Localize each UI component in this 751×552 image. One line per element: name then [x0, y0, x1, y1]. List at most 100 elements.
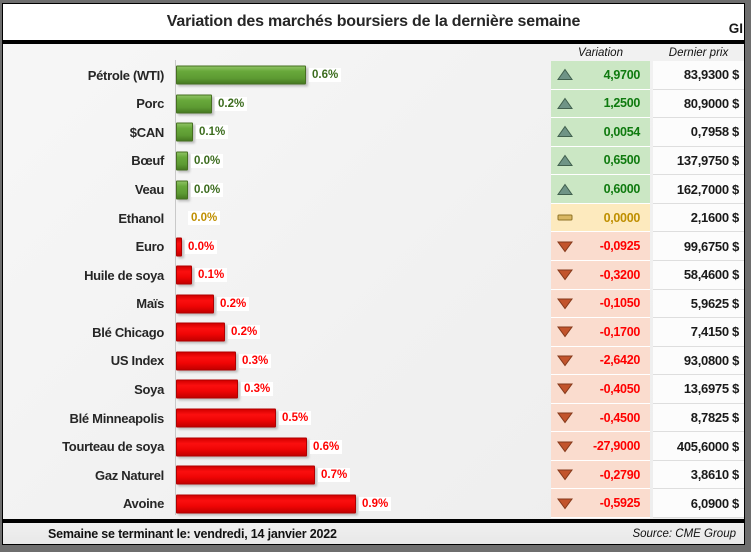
market-row: $CAN 0.1% 0,0054 0,7958 $ — [3, 118, 744, 147]
market-row: Soya 0.3% -0,4050 13,6975 $ — [3, 375, 744, 404]
market-row: Pétrole (WTI) 0.6% 4,9700 83,9300 $ — [3, 61, 744, 90]
week-ending-label: Semaine se terminant le: vendredi, 14 ja… — [48, 526, 337, 541]
bar-zone: 0.2% — [169, 90, 551, 119]
price-value: 162,7000 $ — [653, 175, 744, 204]
percent-label: 0.6% — [309, 68, 342, 83]
price-value: 93,0800 $ — [653, 346, 744, 376]
chart-axis-line — [175, 60, 176, 515]
category-label: Tourteau de soya — [62, 439, 164, 455]
variation-value: 4,9700 — [603, 67, 641, 82]
bar-zone: 0.0% — [169, 232, 551, 261]
bar-zone: 0.6% — [169, 61, 551, 90]
price-value: 6,0900 $ — [653, 489, 744, 518]
percent-label: 0.5% — [279, 411, 312, 426]
variation-cell: -0,3200 — [551, 260, 650, 290]
bar-zone: 0.7% — [169, 461, 551, 490]
category-label: Veau — [134, 182, 164, 198]
down-triangle-icon — [557, 411, 573, 424]
category-label: US Index — [110, 353, 165, 369]
percent-label: 0.0% — [191, 182, 224, 197]
value-bar — [176, 294, 214, 314]
variation-value: 0,6000 — [603, 182, 641, 197]
price-value: 5,9625 $ — [653, 289, 744, 319]
variation-column-header: Variation — [578, 46, 623, 59]
page-title: Variation des marchés boursiers de la de… — [166, 13, 581, 30]
bar-zone: 0.1% — [169, 118, 551, 147]
market-row: US Index 0.3% -2,6420 93,0800 $ — [3, 346, 744, 376]
up-triangle-icon — [557, 68, 573, 81]
category-label: Blé Minneapolis — [69, 410, 165, 426]
chart-table-area: Variation Dernier prix Pétrole (WTI) 0.6… — [3, 44, 744, 519]
category-label: Maïs — [136, 296, 164, 312]
variation-value: -2,6420 — [599, 353, 641, 368]
percent-label: 0.1% — [196, 125, 229, 140]
price-value: 13,6975 $ — [653, 375, 744, 404]
variation-value: 1,2500 — [603, 96, 641, 111]
percent-label: 0.0% — [191, 153, 224, 168]
variation-cell: -0,1700 — [551, 318, 650, 347]
down-triangle-icon — [557, 468, 573, 481]
percent-label: 0.2% — [215, 96, 248, 111]
variation-cell: -27,9000 — [551, 432, 650, 461]
bar-zone: 0.9% — [169, 489, 551, 518]
report-panel: Variation des marchés boursiers de la de… — [2, 3, 745, 545]
variation-cell: 4,9700 — [551, 61, 650, 90]
market-row: Ethanol 0.0% 0,0000 2,1600 $ — [3, 203, 744, 233]
variation-value: -27,9000 — [593, 439, 640, 454]
price-value: 83,9300 $ — [653, 61, 744, 90]
category-label: Blé Chicago — [92, 324, 164, 340]
category-label: Gaz Naturel — [95, 467, 164, 483]
variation-value: -0,3200 — [599, 267, 641, 282]
value-bar — [176, 408, 276, 428]
down-triangle-icon — [557, 297, 573, 310]
dash-icon — [557, 211, 573, 224]
category-label: Euro — [135, 239, 165, 255]
percent-label: 0.9% — [359, 496, 392, 511]
bar-zone: 0.3% — [169, 347, 551, 376]
percent-label: 0.0% — [188, 211, 221, 226]
variation-cell: 0,0054 — [551, 118, 650, 147]
variation-value: -0,0925 — [599, 239, 641, 254]
bar-zone: 0.5% — [169, 404, 551, 433]
value-bar — [176, 180, 188, 200]
down-triangle-icon — [557, 325, 573, 338]
percent-label: 0.2% — [217, 296, 250, 311]
bar-zone: 0.0% — [169, 204, 551, 233]
title-bar: Variation des marchés boursiers de la de… — [3, 4, 744, 44]
category-label: Bœuf — [131, 153, 164, 169]
market-row: Tourteau de soya 0.6% -27,9000 405,6000 … — [3, 432, 744, 461]
value-bar — [176, 94, 212, 114]
variation-cell: -0,4050 — [551, 375, 650, 404]
variation-value: -0,1700 — [599, 324, 641, 339]
variation-cell: -0,1050 — [551, 289, 650, 319]
footer-bar: Semaine se terminant le: vendredi, 14 ja… — [3, 523, 744, 544]
category-label: Porc — [136, 96, 164, 112]
price-value: 405,6000 $ — [653, 432, 744, 461]
percent-label: 0.1% — [195, 268, 228, 283]
market-row: Bœuf 0.0% 0,6500 137,9750 $ — [3, 146, 744, 176]
up-triangle-icon — [557, 97, 573, 110]
variation-value: -0,4050 — [599, 381, 641, 396]
down-triangle-icon — [557, 497, 573, 510]
variation-cell: -0,5925 — [551, 489, 650, 518]
bar-zone: 0.0% — [169, 175, 551, 204]
value-bar — [176, 379, 238, 399]
down-triangle-icon — [557, 440, 573, 453]
price-column-header: Dernier prix — [668, 46, 729, 59]
variation-value: -0,4500 — [599, 410, 641, 425]
variation-cell: -2,6420 — [551, 346, 650, 376]
market-row: Blé Chicago 0.2% -0,1700 7,4150 $ — [3, 318, 744, 347]
table-header-row: Variation Dernier prix — [3, 44, 744, 61]
variation-cell: 0,6000 — [551, 175, 650, 204]
price-value: 0,7958 $ — [653, 118, 744, 147]
variation-cell: -0,2790 — [551, 460, 650, 490]
percent-label: 0.2% — [228, 325, 261, 340]
market-row: Avoine 0.9% -0,5925 6,0900 $ — [3, 489, 744, 518]
market-row: Gaz Naturel 0.7% -0,2790 3,8610 $ — [3, 460, 744, 490]
value-bar — [176, 465, 315, 485]
variation-value: -0,1050 — [599, 296, 641, 311]
footer-divider — [3, 519, 744, 523]
market-row: Maïs 0.2% -0,1050 5,9625 $ — [3, 289, 744, 319]
value-bar — [176, 494, 356, 514]
down-triangle-icon — [557, 240, 573, 253]
